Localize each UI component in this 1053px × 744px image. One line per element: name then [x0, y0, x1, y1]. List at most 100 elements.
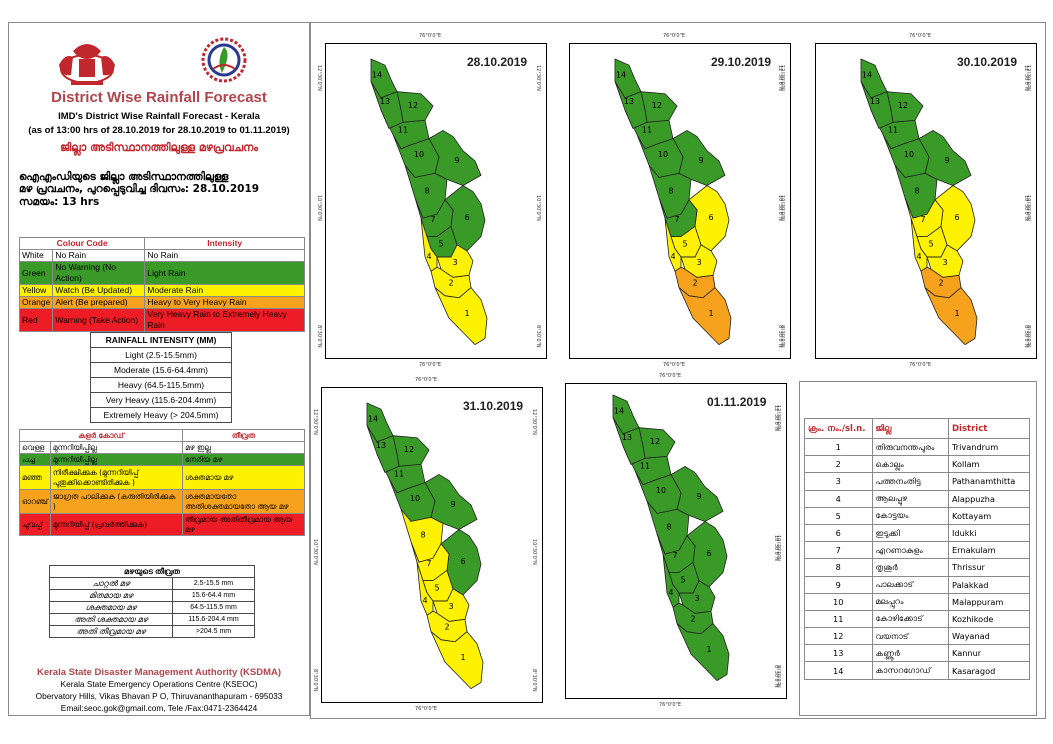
- latitude-tick: 10°30'0"N: [773, 535, 779, 561]
- malayalam-colour-code-warning: ജാഗ്രത പാലിക്കുക (കരുതിയിരിക്കുക ): [49, 489, 184, 514]
- longitude-tick: 76°0'0"E: [659, 702, 682, 708]
- malayalam-intensity-row: മിതമായ മഴ 15.6-64.4 mm: [49, 589, 255, 602]
- district-name-english: Kasaragod: [948, 661, 1030, 680]
- intensity-row: Extremely Heavy (> 204.5mm): [90, 407, 232, 423]
- district-14-area[interactable]: [612, 394, 640, 435]
- malayalam-intensity-header: മഴയുടെ തീവ്രത: [49, 565, 255, 578]
- district-14-area[interactable]: [860, 58, 888, 99]
- district-name-english: Thrissur: [948, 558, 1030, 577]
- district-name-english: Kottayam: [948, 506, 1030, 525]
- malayalam-colour-code-row: പച്ച മുന്നറിയിപ്പില്ല നേരിയ മഴ: [19, 453, 305, 466]
- district-number-label: 13: [376, 440, 386, 450]
- intensity-value: Very Heavy (115.6-204.4mm): [90, 392, 232, 408]
- district-number-label: 11: [640, 460, 650, 470]
- district-number-label: 7: [430, 214, 435, 224]
- district-number-label: 11: [642, 124, 652, 134]
- colour-code-warning: Warning (Take Action): [52, 308, 146, 332]
- latitude-tick: 8°30'0"N: [1023, 325, 1029, 348]
- district-number-label: 4: [916, 251, 921, 261]
- malayalam-intensity-label: അതി ശക്തമായ മഴ: [49, 613, 173, 626]
- district-2-area[interactable]: [430, 266, 472, 299]
- malayalam-colour-code-header: കളർ കോഡ്: [18, 429, 184, 442]
- district-name-malayalam: കോഴിക്കോട്: [871, 609, 949, 629]
- longitude-tick: 76°0'0"E: [909, 362, 932, 368]
- intensity-value: Heavy (64.5-115.5mm): [90, 377, 232, 393]
- district-row: 6 ഇടുക്കി Idukki: [804, 523, 1030, 543]
- malayalam-intensity-value: >204.5 mm: [172, 625, 255, 638]
- malayalam-intensity-label: മിതമായ മഴ: [49, 589, 173, 602]
- district-row: 3 പത്തനംതിട്ട Pathanamthitta: [804, 472, 1030, 491]
- district-2-area[interactable]: [674, 266, 716, 299]
- district-number-label: 8: [668, 186, 673, 196]
- latitude-tick: 12°30'0"N: [531, 409, 537, 435]
- district-number-label: 2: [448, 277, 453, 287]
- district-number-label: 11: [394, 468, 404, 478]
- district-row: 5 കോട്ടയം Kottayam: [804, 506, 1030, 525]
- district-number-label: 10: [656, 485, 666, 495]
- longitude-tick: 76°0'0"E: [663, 362, 686, 368]
- district-number: 12: [804, 627, 873, 646]
- district-number-label: 1: [706, 644, 711, 654]
- district-name-malayalam: വയനാട്: [871, 627, 949, 646]
- district-2-area[interactable]: [672, 602, 714, 635]
- malayalam-colour-code-name: വെള്ള: [19, 441, 51, 454]
- malayalam-colour-code-name: ചുവപ്പ്: [19, 513, 51, 536]
- district-number-label: 8: [424, 186, 429, 196]
- district-row: 14 കാസറഗോഡ് Kasaragod: [804, 661, 1030, 680]
- page-title: District Wise Rainfall Forecast: [51, 89, 267, 106]
- district-number-label: 5: [680, 575, 685, 585]
- district-name-english: Wayanad: [948, 627, 1030, 646]
- district-number-label: 2: [938, 277, 943, 287]
- malayalam-colour-code-intensity: മഴ ഇല്ല: [182, 441, 305, 454]
- district-row: 9 പാലക്കാട് Palakkad: [804, 575, 1030, 594]
- district-2-area[interactable]: [426, 610, 468, 643]
- malayalam-intensity-row: അതി തീവ്രമായ മഴ >204.5 mm: [49, 625, 255, 638]
- district-number-label: 6: [708, 212, 713, 222]
- district-number-label: 12: [650, 436, 660, 446]
- colour-code-name: Yellow: [18, 284, 54, 297]
- organization-name: Kerala State Disaster Management Authori…: [36, 667, 282, 678]
- district-14-area[interactable]: [366, 402, 394, 443]
- colour-code-warning: No Warning (No Action): [52, 261, 146, 285]
- malayalam-intensity-value: 115.6-204.4 mm: [172, 613, 255, 626]
- latitude-tick: 10°30'0"N: [775, 535, 781, 561]
- subtitle: IMD's District Wise Rainfall Forecast - …: [58, 111, 260, 122]
- district-number-label: 10: [410, 493, 420, 503]
- latitude-tick: 12°30'0"N: [1023, 65, 1029, 91]
- district-number-label: 14: [862, 69, 872, 79]
- latitude-tick: 8°30'0"N: [779, 325, 785, 348]
- legend-panel: District Wise Rainfall Forecast IMD's Di…: [8, 22, 310, 716]
- malayalam-colour-code-intensity: ശക്തമായ മഴ: [182, 465, 305, 490]
- district-number-label: 5: [434, 583, 439, 593]
- district-number: 7: [804, 541, 873, 560]
- district-14-area[interactable]: [370, 58, 398, 99]
- malayalam-intensity-value: 15.6-64.4 mm: [172, 589, 255, 602]
- district-number: 4: [804, 489, 873, 508]
- malayalam-colour-code-row: ചുവപ്പ് മുന്നറിയിപ്പ് (പ്രവർത്തിക്കുക) തീവ…: [19, 513, 305, 536]
- logos: [9, 37, 309, 109]
- district-number-label: 14: [614, 405, 624, 415]
- colour-code-name: Orange: [18, 296, 54, 309]
- district-2-area[interactable]: [920, 266, 962, 299]
- district-row: 11 കോഴിക്കോട് Kozhikode: [804, 609, 1030, 629]
- colour-code-row: Red Warning (Take Action) Very Heavy Rain …: [18, 308, 305, 332]
- malayalam-colour-code-name: മഞ്ഞ: [19, 465, 51, 490]
- district-name-english: Ernakulam: [948, 541, 1030, 560]
- longitude-tick: 76°0'0"E: [909, 33, 932, 39]
- district-14-area[interactable]: [614, 58, 642, 99]
- district-number: 6: [804, 523, 873, 543]
- colour-code-table: Colour Code Intensity White No Rain No Rai…: [18, 237, 305, 332]
- district-name-english: Kannur: [948, 644, 1030, 663]
- intensity-row: Heavy (64.5-115.5mm): [90, 377, 232, 393]
- district-num-header: ക്രം. നം./sl.n.: [804, 418, 873, 439]
- district-table: ക്രം. നം./sl.n. ജില്ല District 1 തിരുവനന്…: [804, 418, 1030, 680]
- latitude-tick: 10°30'0"N: [535, 195, 541, 221]
- colour-code-name: Red: [18, 308, 54, 332]
- district-name-malayalam: ആലപ്പുഴ: [871, 489, 949, 508]
- longitude-tick: 76°0'0"E: [659, 373, 682, 379]
- district-number-label: 3: [448, 601, 453, 611]
